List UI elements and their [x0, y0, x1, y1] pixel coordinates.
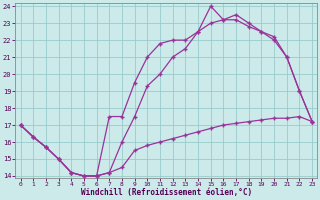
- X-axis label: Windchill (Refroidissement éolien,°C): Windchill (Refroidissement éolien,°C): [81, 188, 252, 197]
